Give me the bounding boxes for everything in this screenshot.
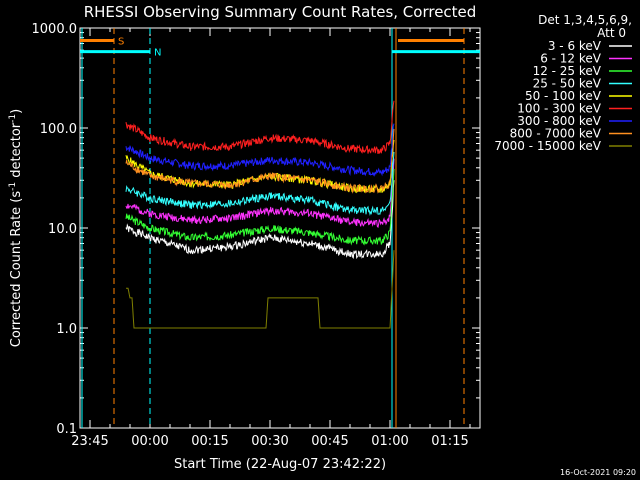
y-tick-label: 1000.0 bbox=[32, 22, 78, 37]
series-line-800-7000-kev bbox=[125, 128, 395, 194]
y-tick-label: 10.0 bbox=[48, 222, 77, 237]
series-line-3-6-kev bbox=[125, 180, 395, 260]
x-tick-label: 00:15 bbox=[191, 434, 228, 449]
x-tick-label: 01:15 bbox=[431, 434, 468, 449]
legend-label-800-7000-kev: 800 - 7000 keV bbox=[510, 127, 602, 141]
y-axis-label-end: ) bbox=[9, 109, 24, 114]
legend-label-300-800-kev: 300 - 800 keV bbox=[517, 114, 601, 128]
chart-title: RHESSI Observing Summary Count Rates, Co… bbox=[84, 3, 477, 21]
y-tick-label: 100.0 bbox=[40, 122, 77, 137]
marker-label-n: N bbox=[154, 48, 161, 59]
legend-label-6-12-kev: 6 - 12 keV bbox=[540, 52, 602, 66]
x-axis-label: Start Time (22-Aug-07 23:42:22) bbox=[174, 457, 386, 472]
legend-label-12-25-kev: 12 - 25 keV bbox=[533, 64, 602, 78]
legend-label-100-300-kev: 100 - 300 keV bbox=[517, 102, 601, 116]
y-tick-label: 0.1 bbox=[56, 422, 77, 437]
y-axis-label-sup1: -1 bbox=[8, 182, 18, 191]
x-tick-label: 00:30 bbox=[251, 434, 288, 449]
y-axis-label-mid: detector bbox=[9, 122, 24, 182]
series-line-7000-15000-kev bbox=[126, 250, 395, 329]
legend-label-7000-15000-kev: 7000 - 15000 keV bbox=[494, 139, 601, 153]
legend-header-line-2: Att 0 bbox=[597, 26, 626, 40]
series-line-12-25-kev bbox=[125, 168, 395, 246]
y-axis-label-sup2: -1 bbox=[8, 114, 18, 123]
x-tick-label: 23:45 bbox=[71, 434, 108, 449]
footer-timestamp: 16-Oct-2021 09:20 bbox=[560, 468, 636, 477]
legend-label-3-6-kev: 3 - 6 keV bbox=[548, 39, 602, 53]
legend-header-line-1: Det 1,3,4,5,6,9, bbox=[538, 13, 632, 27]
marker-label-s: S bbox=[118, 36, 124, 47]
legend-label-50-100-kev: 50 - 100 keV bbox=[525, 89, 602, 103]
y-axis-label-main: Corrected Count Rate (s bbox=[9, 191, 24, 348]
legend-label-25-50-kev: 25 - 50 keV bbox=[533, 77, 602, 91]
x-tick-label: 00:45 bbox=[311, 434, 348, 449]
series-line-25-50-kev bbox=[125, 151, 395, 216]
y-tick-label: 1.0 bbox=[56, 322, 77, 337]
x-tick-label: 00:00 bbox=[131, 434, 168, 449]
series-line-6-12-kev bbox=[125, 158, 395, 229]
series-line-100-300-kev bbox=[125, 100, 395, 155]
x-tick-label: 01:00 bbox=[371, 434, 408, 449]
series-line-300-800-kev bbox=[125, 123, 395, 177]
y-axis-label: Corrected Count Rate (s-1 detector-1) bbox=[8, 109, 24, 347]
